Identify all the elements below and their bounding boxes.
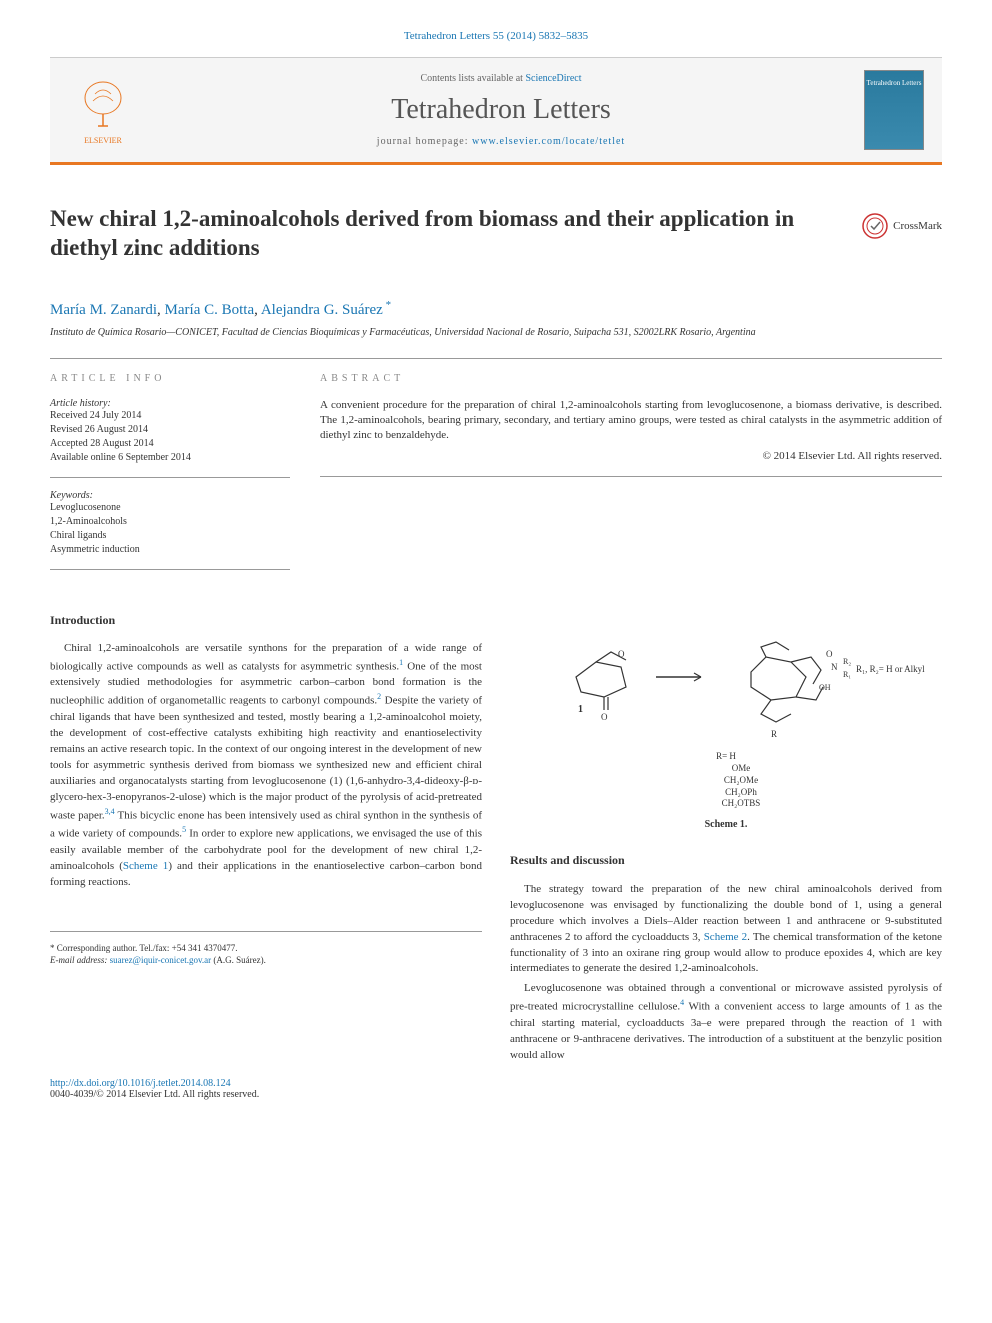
results-paragraph-2: Levoglucosenone was obtained through a c… [510, 981, 942, 1063]
article-info-panel: ARTICLE INFO Article history: Received 2… [50, 373, 290, 582]
elsevier-tree-icon [73, 76, 133, 136]
abstract-text: A convenient procedure for the preparati… [320, 398, 942, 444]
citation-line: Tetrahedron Letters 55 (2014) 5832–5835 [50, 30, 942, 42]
history-label: Article history: [50, 398, 290, 409]
affiliation: Instituto de Química Rosario—CONICET, Fa… [50, 327, 942, 338]
authors-line: María M. Zanardi, María C. Botta, Alejan… [50, 299, 942, 319]
copyright-footer: 0040-4039/© 2014 Elsevier Ltd. All right… [50, 1089, 942, 1100]
header-center: Contents lists available at ScienceDirec… [138, 73, 864, 147]
svg-text:N: N [831, 662, 838, 672]
abstract-panel: ABSTRACT A convenient procedure for the … [320, 373, 942, 582]
svg-text:R: R [771, 729, 777, 739]
results-heading: Results and discussion [510, 852, 942, 869]
keywords-label: Keywords: [50, 490, 290, 501]
ref-3-4[interactable]: 3,4 [105, 807, 115, 816]
scheme-2-link[interactable]: Scheme 2 [704, 931, 747, 943]
svg-text:1: 1 [578, 704, 583, 715]
author-1[interactable]: María M. Zanardi [50, 302, 157, 318]
svg-text:R₁, R₂= H or Alkyl: R₁, R₂= H or Alkyl [856, 664, 925, 674]
crossmark-badge[interactable]: CrossMark [862, 213, 942, 239]
scheme-1-caption: Scheme 1. [510, 818, 942, 833]
intro-paragraph: Chiral 1,2-aminoalcohols are versatile s… [50, 641, 482, 891]
svg-text:O: O [826, 649, 833, 659]
footer-section: * Corresponding author. Tel./fax: +54 34… [50, 931, 482, 967]
elsevier-logo: ELSEVIER [68, 70, 138, 150]
corresponding-author: * Corresponding author. Tel./fax: +54 34… [50, 942, 482, 967]
scheme-1-structure: O O 1 O N [510, 622, 942, 742]
doi-line: http://dx.doi.org/10.1016/j.tetlet.2014.… [50, 1078, 942, 1089]
scheme-1-link[interactable]: Scheme 1 [123, 860, 168, 872]
journal-name: Tetrahedron Letters [138, 94, 864, 126]
svg-text:R₁: R₁ [843, 670, 851, 679]
crossmark-icon [862, 213, 888, 239]
results-paragraph-1: The strategy toward the preparation of t… [510, 882, 942, 978]
homepage-link[interactable]: www.elsevier.com/locate/tetlet [472, 136, 625, 147]
keywords-text: Levoglucosenone 1,2-Aminoalcohols Chiral… [50, 501, 290, 557]
citation-link[interactable]: Tetrahedron Letters 55 (2014) 5832–5835 [404, 30, 588, 42]
column-right: O O 1 O N [510, 612, 942, 1068]
email-link[interactable]: suarez@iquir-conicet.gov.ar [110, 955, 211, 965]
article-title: New chiral 1,2-aminoalcohols derived fro… [50, 205, 842, 263]
divider [50, 358, 942, 359]
scheme-1-figure: O O 1 O N [510, 622, 942, 833]
article-info-header: ARTICLE INFO [50, 373, 290, 384]
crossmark-label: CrossMark [893, 220, 942, 232]
svg-text:O: O [618, 649, 625, 659]
contents-line: Contents lists available at ScienceDirec… [138, 73, 864, 84]
journal-cover: Tetrahedron Letters [864, 70, 924, 150]
history-text: Received 24 July 2014 Revised 26 August … [50, 409, 290, 465]
abstract-header: ABSTRACT [320, 373, 942, 384]
author-3[interactable]: Alejandra G. Suárez [261, 302, 383, 318]
elsevier-name: ELSEVIER [84, 136, 122, 145]
abstract-copyright: © 2014 Elsevier Ltd. All rights reserved… [320, 450, 942, 462]
svg-text:R₂: R₂ [843, 657, 851, 666]
sciencedirect-link[interactable]: ScienceDirect [525, 73, 581, 84]
corresponding-star: * [383, 299, 391, 311]
divider [320, 476, 942, 477]
doi-link[interactable]: http://dx.doi.org/10.1016/j.tetlet.2014.… [50, 1078, 231, 1089]
svg-text:O: O [601, 712, 608, 722]
cover-text: Tetrahedron Letters [867, 79, 922, 88]
scheme-1-r-labels: R= H OMe CH₂OMe CH₂OPh CH₂OTBS [510, 751, 942, 809]
homepage-line: journal homepage: www.elsevier.com/locat… [138, 136, 864, 147]
column-left: Introduction Chiral 1,2-aminoalcohols ar… [50, 612, 482, 1068]
svg-text:OH: OH [819, 683, 831, 692]
author-2[interactable]: María C. Botta [165, 302, 255, 318]
intro-heading: Introduction [50, 612, 482, 629]
journal-header: ELSEVIER Contents lists available at Sci… [50, 57, 942, 165]
